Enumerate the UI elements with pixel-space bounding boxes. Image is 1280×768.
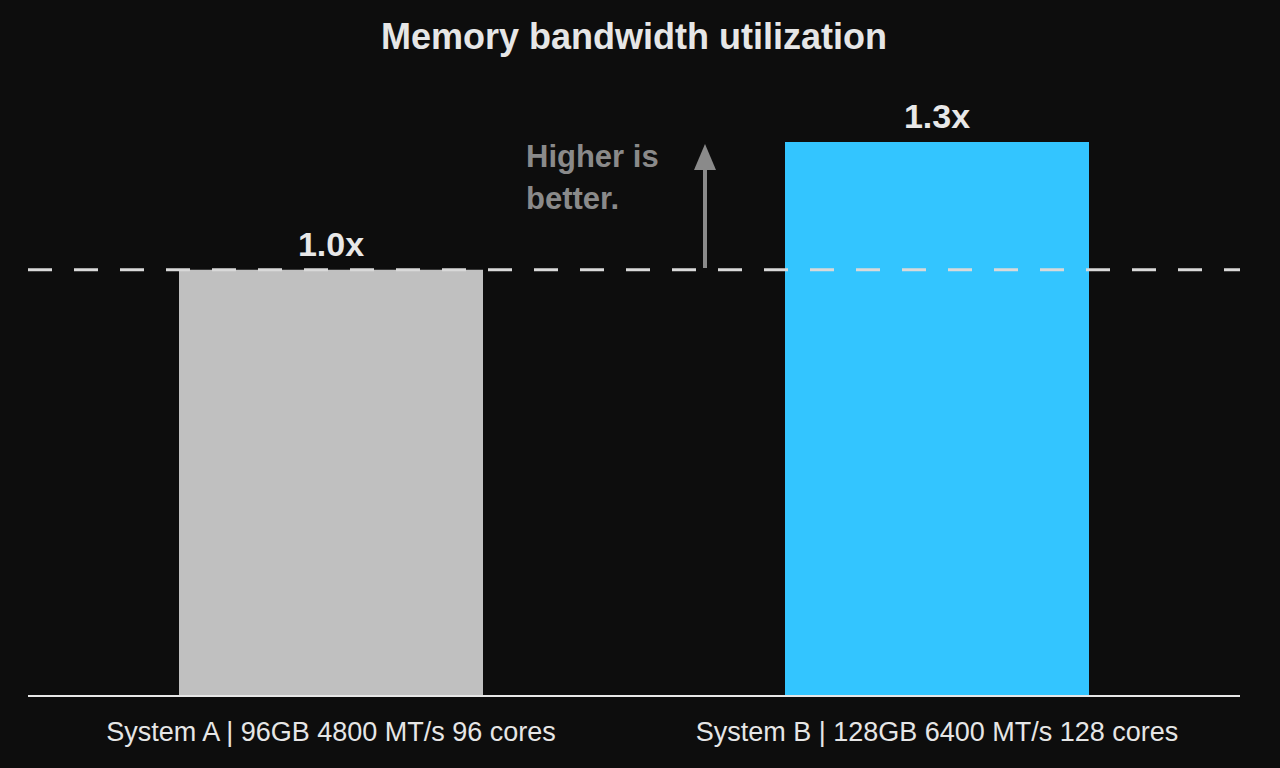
svg-text:1.3x: 1.3x bbox=[904, 97, 970, 135]
svg-text:System A | 96GB 4800 MT/s 96 c: System A | 96GB 4800 MT/s 96 cores bbox=[106, 717, 556, 747]
svg-text:1.0x: 1.0x bbox=[298, 225, 364, 263]
html-text:Higher is better.: Higher is better. bbox=[526, 139, 659, 216]
html-text:Memory bandwidth utilization: Memory bandwidth utilization bbox=[381, 16, 887, 57]
svg-text:System B | 128GB 6400 MT/s 128: System B | 128GB 6400 MT/s 128 cores bbox=[696, 717, 1179, 747]
